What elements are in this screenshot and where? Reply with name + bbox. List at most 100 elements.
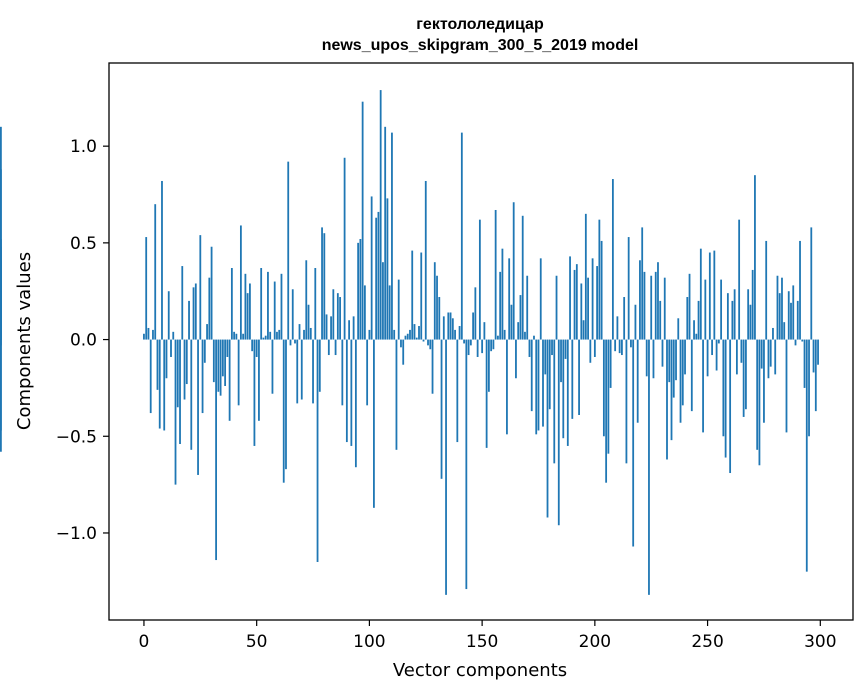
- bar-90: [345, 339, 348, 443]
- bar-183: [555, 275, 558, 340]
- bar-207: [609, 339, 612, 388]
- bar-154: [490, 339, 493, 352]
- bar-11: [167, 291, 170, 340]
- bar-112: [395, 339, 398, 450]
- bar-191: [573, 269, 576, 340]
- bar-217: [632, 339, 635, 547]
- bar-180: [548, 339, 551, 410]
- bar-215: [627, 237, 630, 340]
- bar-96: [359, 239, 362, 340]
- bar-273: [758, 339, 761, 466]
- bar-168: [521, 215, 524, 340]
- x-tick-label: 0: [139, 632, 150, 652]
- bar-4: [152, 329, 154, 340]
- y-tick-label: 1.0: [70, 137, 97, 157]
- bar-22: [192, 287, 195, 340]
- bar-35: [221, 339, 224, 377]
- bar-194: [580, 283, 583, 340]
- y-axis-ticks: −1.0 −0.5 0.0 0.5 1.0: [56, 137, 109, 544]
- bar-117: [406, 333, 409, 340]
- bar-108: [386, 198, 389, 340]
- chart-title: гектололедицар: [416, 16, 544, 33]
- bar-122: [418, 326, 420, 340]
- bar-267: [745, 339, 747, 410]
- bar-245: [695, 333, 698, 340]
- bar-39: [230, 268, 233, 340]
- bar-161: [506, 339, 508, 435]
- bar-143: [465, 339, 468, 590]
- bar-281: [776, 275, 779, 340]
- bar-162: [508, 258, 511, 340]
- bar-66: [291, 289, 294, 340]
- bar-114: [400, 339, 402, 348]
- bars-group: [0, 90, 819, 595]
- bar-182: [553, 339, 556, 464]
- bar-67: [294, 339, 296, 344]
- bar-65: [289, 339, 292, 346]
- bar-100: [368, 329, 371, 340]
- bar-224: [648, 339, 650, 595]
- bar-undefined: [0, 169, 2, 340]
- bar-24: [197, 339, 199, 475]
- bar-249: [704, 279, 707, 340]
- bar-283: [781, 277, 783, 340]
- bar-41: [235, 333, 238, 340]
- y-axis-label: Components values: [14, 252, 35, 430]
- plot-frame: [108, 62, 854, 621]
- bar-43: [239, 225, 242, 340]
- bar-198: [589, 339, 592, 363]
- bar-99: [366, 339, 369, 406]
- bar-277: [767, 339, 770, 379]
- bar-148: [476, 339, 479, 357]
- bar-23: [194, 283, 197, 340]
- bar-119: [411, 250, 414, 340]
- bar-94: [354, 339, 357, 468]
- bar-260: [729, 339, 732, 474]
- bar-26: [201, 339, 204, 414]
- bar-141: [460, 132, 463, 340]
- bar-42: [237, 339, 240, 406]
- bar-9: [163, 339, 166, 431]
- bar-227: [654, 271, 657, 340]
- bar-62: [282, 339, 285, 483]
- bar-75: [312, 339, 314, 404]
- bar-192: [575, 264, 578, 340]
- bar-297: [812, 339, 815, 373]
- bar-166: [517, 322, 520, 340]
- bar-47: [249, 283, 251, 340]
- bar-208: [611, 179, 614, 340]
- bar-107: [384, 126, 387, 340]
- bar-222: [643, 271, 646, 340]
- bar-123: [420, 252, 423, 340]
- bar-221: [641, 227, 644, 340]
- bar-15: [176, 339, 179, 408]
- bar-201: [596, 266, 599, 340]
- bar-115: [402, 339, 405, 365]
- bar-147: [474, 287, 477, 340]
- bar-50: [255, 339, 258, 357]
- bar-247: [699, 248, 702, 340]
- bar-294: [805, 339, 808, 572]
- bar-124: [422, 339, 425, 342]
- bar-109: [388, 285, 391, 340]
- bar-57: [271, 339, 274, 394]
- bar-261: [731, 300, 734, 340]
- bar-146: [472, 312, 475, 340]
- bar-202: [598, 219, 601, 340]
- bar-37: [226, 339, 229, 357]
- bar-239: [681, 339, 684, 406]
- bar-31: [212, 339, 215, 383]
- bar-160: [503, 329, 506, 340]
- bar-106: [382, 262, 384, 340]
- bar-298: [814, 339, 817, 412]
- bar-195: [582, 320, 585, 340]
- bar-156: [494, 209, 497, 340]
- bar-153: [487, 339, 490, 392]
- bar-83: [330, 316, 332, 340]
- bar-212: [621, 339, 623, 356]
- bar-145: [469, 339, 472, 346]
- bar-256: [720, 279, 723, 340]
- bar-250: [706, 339, 709, 377]
- bar-205: [605, 339, 608, 483]
